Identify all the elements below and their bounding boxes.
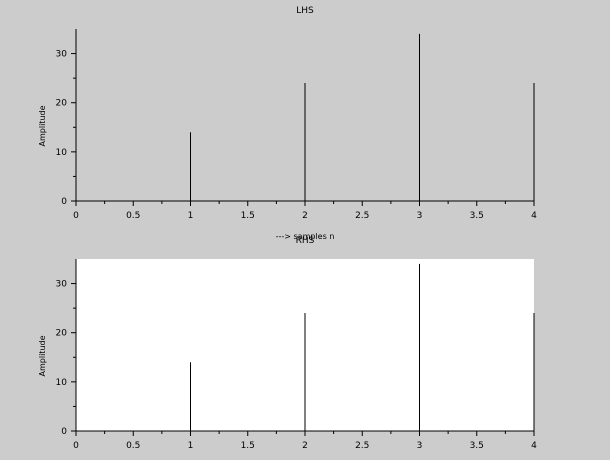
x-tick-label: 2.5 [355, 211, 369, 221]
x-tick-label: 3 [417, 441, 423, 451]
axes: 0 0.5 1 1.5 2 2.5 3 3.5 4 0 10 20 30 [56, 259, 537, 451]
x-tick-label: 2 [302, 441, 308, 451]
x-tick-label: 3.5 [470, 441, 484, 451]
x-axis-label: ---> samples n [276, 232, 335, 241]
x-tick-label: 2.5 [355, 441, 369, 451]
x-tick-label: 1 [188, 211, 194, 221]
x-tick-label: 4 [531, 211, 537, 221]
y-tick-label: 20 [56, 99, 68, 109]
chart-title: RHS [296, 236, 315, 246]
y-axis-label: Amplitude [38, 335, 47, 376]
x-tick-label: 1.5 [241, 211, 255, 221]
plot-rhs: 0 0.5 1 1.5 2 2.5 3 3.5 4 0 10 20 30 RHS Amplitude [38, 236, 537, 451]
stem-series [190, 263, 535, 431]
x-tick-label: 3.5 [470, 211, 484, 221]
chart-title: LHS [296, 6, 314, 16]
x-tick-label: 1.5 [241, 441, 255, 451]
x-tick-label: 2 [302, 211, 308, 221]
y-tick-label: 0 [61, 427, 67, 437]
y-tick-label: 30 [56, 50, 68, 60]
x-tick-label: 0 [73, 211, 79, 221]
axes: 0 0.5 1 1.5 2 2.5 3 3.5 4 0 10 20 30 [56, 29, 537, 221]
x-tick-label: 0.5 [126, 441, 140, 451]
x-tick-label: 1 [188, 441, 194, 451]
y-tick-label: 10 [56, 378, 68, 388]
y-tick-label: 20 [56, 329, 68, 339]
x-tick-label: 4 [531, 441, 537, 451]
x-tick-label: 0 [73, 441, 79, 451]
plot-lhs: 0 0.5 1 1.5 2 2.5 3 3.5 4 0 10 20 30 LHS ---> sample… [38, 6, 537, 241]
y-tick-label: 0 [61, 197, 67, 207]
y-axis-label: Amplitude [38, 105, 47, 146]
y-tick-label: 30 [56, 280, 68, 290]
y-tick-label: 10 [56, 148, 68, 158]
x-tick-label: 0.5 [126, 211, 140, 221]
stem-series [190, 33, 535, 201]
x-tick-label: 3 [417, 211, 423, 221]
